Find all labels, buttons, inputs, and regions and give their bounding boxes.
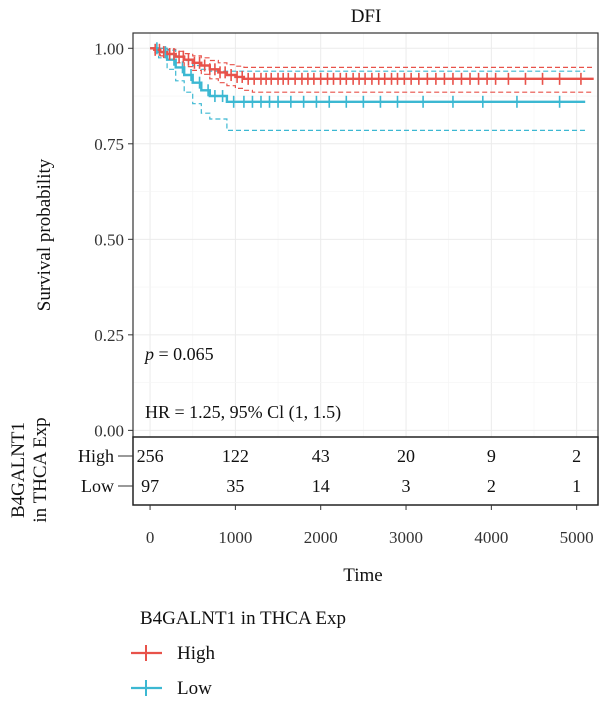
y-tick-label: 1.00	[94, 39, 124, 58]
p-value-annotation: p = 0.065	[143, 344, 214, 364]
low-ci-lower	[150, 47, 586, 131]
x-tick-label: 1000	[218, 528, 252, 547]
y-axis-title: Survival probability	[34, 158, 55, 311]
risk-row-label: Low	[81, 476, 114, 496]
p-value-symbol: p	[143, 344, 154, 364]
risk-count: 14	[312, 476, 330, 496]
plot-panel	[132, 32, 599, 439]
risk-table-ylabel-2: in THCA Exp	[30, 417, 51, 522]
legend-label-low: Low	[177, 678, 212, 699]
x-axis-title: Time	[343, 565, 382, 586]
risk-count: 35	[226, 476, 244, 496]
risk-count: 1	[572, 476, 581, 496]
risk-table: High 256 122 43 20 9 2 Low 97 35 14 3 2 1	[78, 446, 581, 496]
hr-annotation: HR = 1.25, 95% Cl (1, 1.5)	[145, 402, 341, 423]
x-tick-label: 2000	[304, 528, 338, 547]
x-tick-label: 5000	[560, 528, 594, 547]
y-tick-label: 0.75	[94, 135, 124, 154]
risk-table-panel	[132, 436, 599, 506]
risk-count: 2	[487, 476, 496, 496]
x-tick-label: 0	[146, 528, 155, 547]
y-tick-label: 0.00	[94, 421, 124, 440]
grid-lines	[133, 33, 598, 438]
high-survival-curve	[150, 47, 594, 80]
x-axis: 0 1000 2000 3000 4000 5000	[146, 505, 594, 547]
ci-low-group	[150, 47, 586, 131]
legend-title: B4GALNT1 in THCA Exp	[140, 608, 346, 629]
y-tick-label: 0.50	[94, 230, 124, 249]
risk-count: 2	[572, 446, 581, 466]
high-ci-upper	[150, 47, 594, 68]
risk-table-ylabel-1: B4GALNT1	[8, 422, 29, 518]
risk-count: 256	[137, 446, 164, 466]
legend: High Low	[131, 643, 216, 699]
risk-count: 43	[312, 446, 330, 466]
risk-count: 3	[402, 476, 411, 496]
legend-label-high: High	[177, 643, 216, 664]
chart-title: DFI	[351, 6, 382, 27]
p-value-text: = 0.065	[154, 344, 214, 364]
x-tick-label: 4000	[474, 528, 508, 547]
risk-count: 122	[222, 446, 249, 466]
censor-marks	[154, 42, 582, 108]
risk-count: 20	[397, 446, 415, 466]
risk-count: 9	[487, 446, 496, 466]
y-axis: 0.00 0.25 0.50 0.75 1.00	[94, 39, 133, 440]
risk-count: 97	[141, 476, 159, 496]
risk-row-label: High	[78, 446, 114, 466]
y-tick-label: 0.25	[94, 326, 124, 345]
x-tick-label: 3000	[389, 528, 423, 547]
high-ci-lower	[150, 47, 594, 93]
